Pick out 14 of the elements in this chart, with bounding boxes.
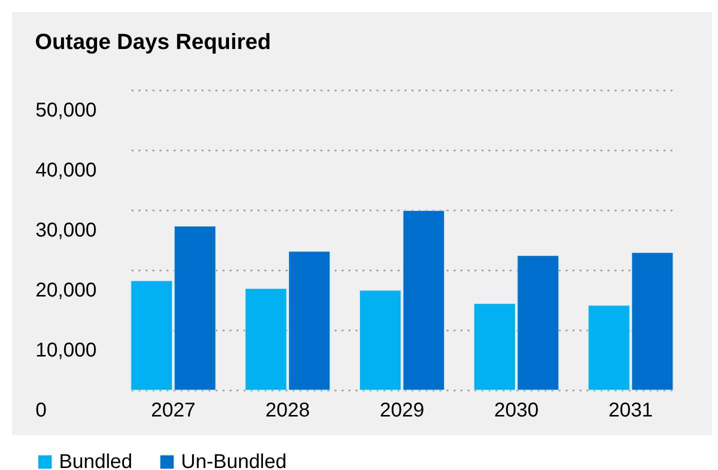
y-tick-label: 30,000 [36, 220, 97, 242]
x-tick-label: 2027 [151, 400, 196, 422]
x-tick-label: 2028 [265, 400, 310, 422]
x-tick-label: 2029 [380, 400, 424, 422]
y-tick-label: 0 [36, 400, 47, 422]
x-tick-label: 2031 [608, 400, 653, 422]
legend-label: Un-Bundled [181, 451, 287, 470]
y-tick-label: 10,000 [36, 340, 97, 362]
y-tick-label: 40,000 [36, 160, 97, 182]
chart-title: Outage Days Required [35, 29, 271, 54]
y-tick-label: 50,000 [36, 100, 97, 122]
legend-label: Bundled [59, 451, 132, 470]
y-tick-label: 20,000 [36, 280, 97, 302]
x-tick-label: 2030 [494, 400, 539, 422]
